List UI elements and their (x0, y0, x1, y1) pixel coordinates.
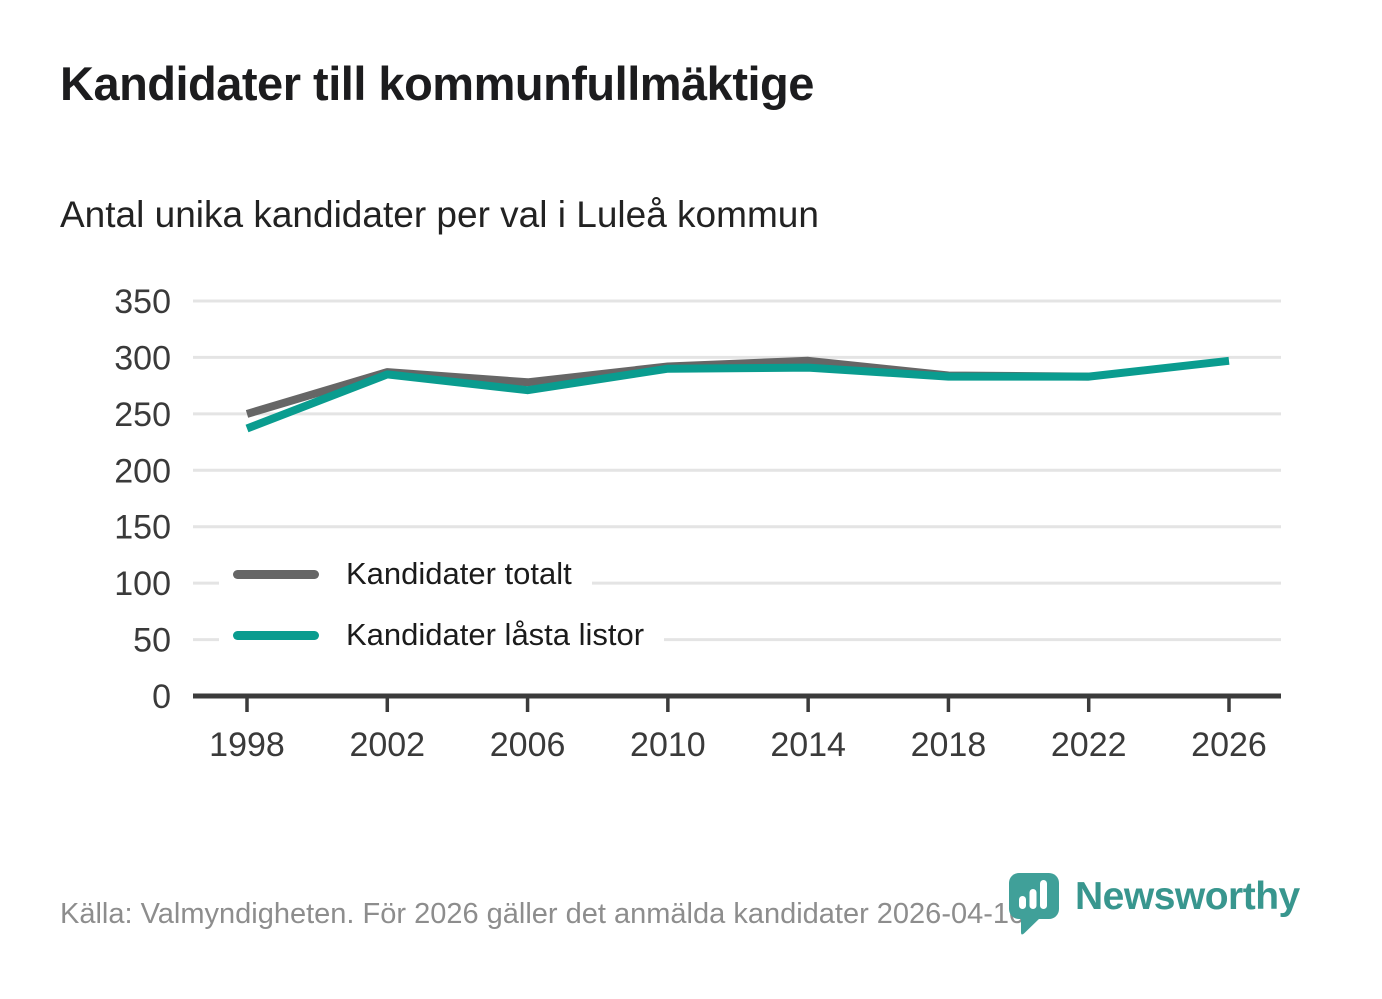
y-axis-label-300: 300 (114, 339, 171, 377)
bar-chart-bubble-icon (1009, 873, 1059, 935)
logo-text: Newsworthy (1075, 875, 1300, 918)
y-axis-label-350: 350 (114, 283, 171, 321)
chart-legend: Kandidater totalt Kandidater låsta listo… (219, 549, 665, 660)
series-line-kandidater-l-sta-listor (245, 356, 1230, 433)
x-axis-label-2014: 2014 (770, 726, 846, 764)
legend-swatch-total (233, 569, 319, 579)
page-title: Kandidater till kommunfullmäktige (60, 57, 814, 110)
legend-swatch-locked-lists (233, 630, 319, 640)
y-axis-label-50: 50 (133, 622, 171, 660)
legend-item-locked-lists: Kandidater låsta listor (219, 610, 665, 660)
legend-item-total: Kandidater totalt (219, 549, 592, 599)
y-axis-label-150: 150 (114, 509, 171, 547)
y-axis-label-0: 0 (152, 678, 171, 716)
x-axis-label-2002: 2002 (349, 726, 425, 764)
chart-subtitle: Antal unika kandidater per val i Luleå k… (60, 194, 819, 235)
legend-label-locked-lists: Kandidater låsta listor (346, 617, 645, 652)
y-axis-label-200: 200 (114, 452, 171, 490)
source-note: Källa: Valmyndigheten. För 2026 gäller d… (60, 898, 1034, 930)
x-axis-label-2018: 2018 (911, 726, 987, 764)
newsworthy-logo: Newsworthy (1008, 872, 1300, 938)
x-axis-label-2022: 2022 (1051, 726, 1127, 764)
legend-label-total: Kandidater totalt (346, 556, 572, 591)
y-axis-label-100: 100 (114, 565, 171, 603)
x-axis-label-1998: 1998 (209, 726, 285, 764)
y-axis-label-250: 250 (114, 396, 171, 434)
x-axis-label-2026: 2026 (1191, 726, 1267, 764)
x-axis-label-2006: 2006 (490, 726, 566, 764)
x-axis-label-2010: 2010 (630, 726, 706, 764)
